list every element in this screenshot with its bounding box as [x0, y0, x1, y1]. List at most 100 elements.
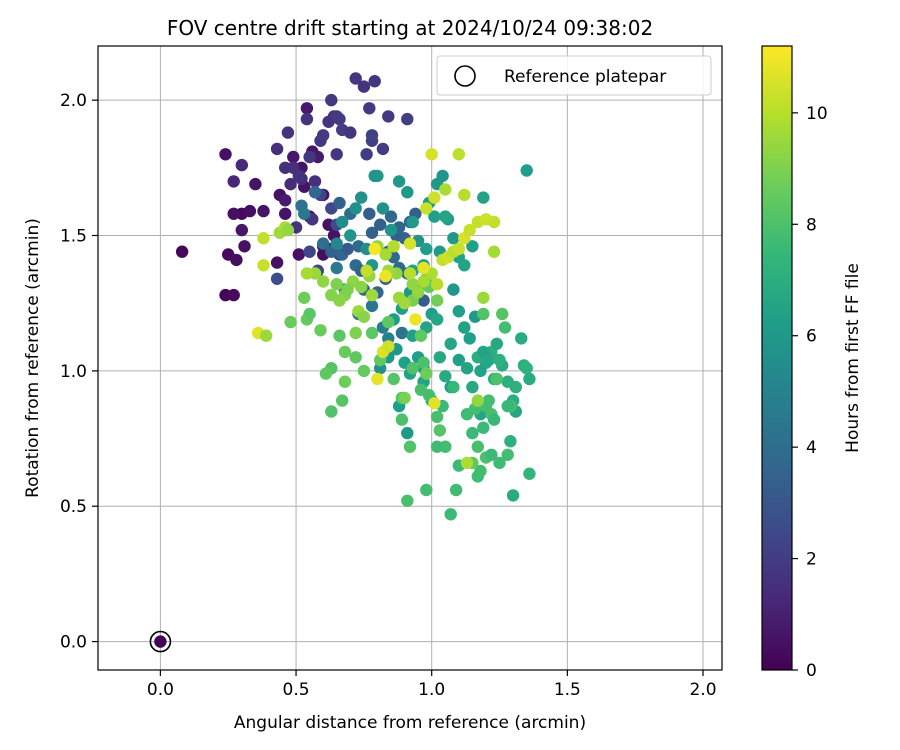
- scatter-point: [447, 283, 460, 296]
- scatter-point: [398, 297, 411, 310]
- scatter-point: [333, 196, 346, 210]
- scatter-point: [433, 351, 446, 364]
- scatter-point: [449, 483, 463, 497]
- scatter-point: [349, 326, 362, 340]
- scatter-point: [298, 207, 311, 220]
- scatter-point: [398, 391, 411, 405]
- scatter-point: [333, 329, 346, 342]
- y-axis-label: Rotation from reference (arcmin): [23, 218, 43, 498]
- scatter-point: [490, 337, 503, 350]
- plot-frame: [97, 45, 723, 671]
- scatter-point: [498, 321, 512, 334]
- scatter-point: [249, 177, 262, 191]
- scatter-point: [317, 129, 330, 142]
- colorbar: 0 2 4 6 8 10 Hours from first FF file: [761, 45, 863, 681]
- scatter-point: [300, 102, 314, 115]
- y-tick-label: 0.0: [60, 633, 87, 653]
- scatter-point: [460, 362, 474, 375]
- scatter-point: [281, 126, 295, 139]
- scatter-point: [501, 448, 514, 461]
- scatter-point: [387, 240, 400, 253]
- scatter-point: [270, 142, 284, 156]
- scatter-point: [439, 370, 452, 383]
- scatter-point: [466, 240, 479, 253]
- scatter-point: [387, 372, 400, 386]
- scatter-point: [270, 272, 284, 285]
- scatter-point: [349, 351, 362, 364]
- scatter-point: [349, 202, 362, 215]
- scatter-point: [474, 364, 487, 378]
- x-tick-label: 0.5: [283, 680, 310, 700]
- scatter-point: [439, 210, 452, 223]
- scatter-point: [175, 245, 189, 258]
- colorbar-tick-label: 8: [806, 215, 817, 235]
- scatter-point: [403, 267, 417, 280]
- scatter-point: [444, 508, 457, 521]
- scatter-point: [308, 186, 322, 199]
- scatter-point: [401, 186, 414, 199]
- scatter-point: [382, 315, 395, 329]
- scatter-point: [482, 394, 495, 407]
- scatter-point: [458, 188, 471, 202]
- scatter-point: [428, 191, 441, 204]
- scatter-point: [355, 191, 368, 204]
- y-tick-label: 2.0: [60, 91, 87, 111]
- scatter-point: [452, 148, 465, 161]
- scatter-point: [414, 383, 428, 396]
- scatter-point: [360, 264, 373, 277]
- scatter-point: [376, 202, 390, 215]
- scatter-point: [365, 288, 379, 302]
- scatter-point: [428, 397, 441, 410]
- scatter-point: [382, 340, 395, 353]
- scatter-point: [357, 80, 371, 93]
- scatter-point: [504, 435, 517, 448]
- scatter-point: [403, 237, 417, 250]
- scatter-point: [523, 467, 536, 480]
- scatter-point: [325, 288, 338, 302]
- scatter-point: [439, 183, 452, 196]
- scatter-point: [487, 215, 501, 229]
- scatter-point: [430, 278, 444, 291]
- scatter-point: [409, 313, 422, 326]
- scatter-point: [379, 248, 392, 261]
- scatter-point: [303, 150, 316, 164]
- scatter-point: [368, 169, 381, 183]
- scatter-point: [430, 313, 444, 326]
- scatter-point: [230, 253, 243, 267]
- scatter-point: [490, 372, 503, 386]
- legend: Reference platepar: [436, 55, 712, 96]
- scatter-point: [270, 256, 284, 269]
- scatter-point: [260, 329, 273, 342]
- colorbar-tick-label: 4: [806, 438, 817, 458]
- scatter-point: [365, 129, 379, 142]
- scatter-point: [458, 321, 471, 334]
- scatter-point: [365, 226, 379, 239]
- scatter-point: [257, 232, 270, 245]
- scatter-point: [338, 375, 352, 388]
- scatter-point: [471, 394, 484, 407]
- scatter-point: [515, 332, 528, 345]
- scatter-point: [403, 440, 417, 453]
- scatter-point: [336, 215, 349, 229]
- scatter-point: [395, 413, 409, 426]
- legend-reference-marker: [454, 65, 476, 87]
- colorbar-tick-label: 0: [806, 661, 817, 681]
- scatter-point: [235, 158, 248, 172]
- points-layer: [175, 72, 536, 521]
- scatter-point: [330, 261, 343, 275]
- scatter-point: [379, 269, 392, 283]
- scatter-point: [436, 169, 449, 183]
- scatter-point: [235, 223, 248, 237]
- scatter-point: [300, 267, 314, 280]
- scatter-point: [298, 291, 311, 304]
- scatter-point: [330, 278, 343, 291]
- scatter-point: [458, 259, 471, 272]
- scatter-point: [281, 223, 295, 237]
- scatter-point: [357, 310, 371, 323]
- scatter-point: [493, 353, 506, 367]
- scatter-point: [485, 448, 498, 461]
- scatter-point: [357, 364, 371, 378]
- colorbar-label: Hours from first FF file: [843, 263, 863, 453]
- scatter-point: [523, 372, 536, 386]
- scatter-point: [279, 207, 292, 220]
